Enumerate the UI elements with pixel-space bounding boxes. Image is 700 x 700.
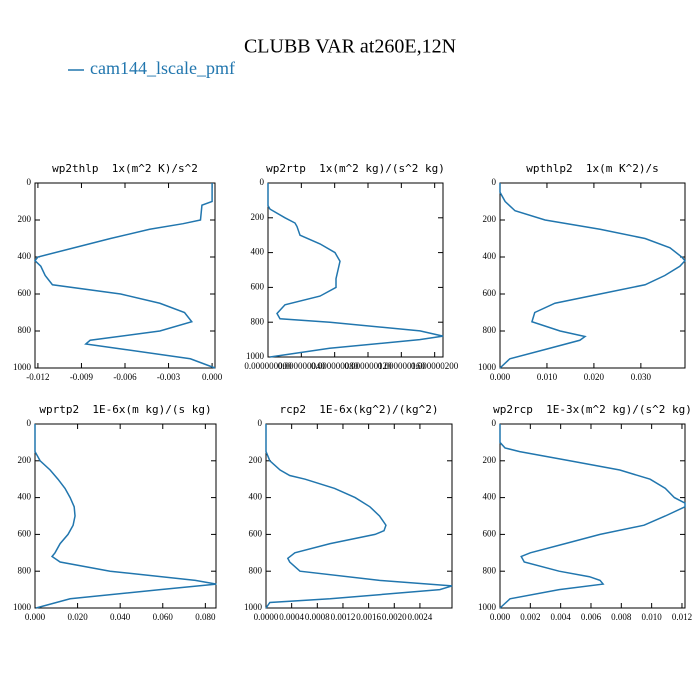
- x-tick-label: 0.0000: [254, 612, 279, 622]
- legend-label: cam144_lscale_pmf: [90, 58, 235, 78]
- y-tick-label: 1000: [13, 602, 32, 612]
- x-tick-label: 0.000: [202, 372, 223, 382]
- panel-title: wp2thlp 1x(m^2 K)/s^2: [52, 162, 198, 175]
- y-tick-label: 400: [18, 251, 32, 261]
- y-tick-label: 200: [249, 455, 263, 465]
- y-tick-label: 400: [483, 492, 497, 502]
- x-tick-label: -0.006: [113, 372, 137, 382]
- x-tick-label: 0.0008: [305, 612, 330, 622]
- y-tick-label: 400: [251, 247, 265, 257]
- x-tick-label: 0.010: [642, 612, 663, 622]
- panel-title: wp2rtp 1x(m^2 kg)/(s^2 kg): [266, 162, 445, 175]
- y-tick-label: 800: [483, 565, 497, 575]
- plot-frame: [267, 182, 444, 358]
- y-tick-label: 200: [483, 214, 497, 224]
- y-tick-label: 200: [483, 455, 497, 465]
- y-tick-label: 0: [258, 418, 263, 428]
- page-title: CLUBB VAR at260E,12N: [244, 36, 456, 58]
- x-tick-label: 0.080: [195, 612, 216, 622]
- x-tick-label: 0.0004: [279, 612, 304, 622]
- y-tick-label: 0: [27, 177, 32, 187]
- x-tick-label: 0.000: [490, 372, 511, 382]
- x-tick-label: 0.000000040: [278, 361, 326, 371]
- plot-frame: [499, 423, 686, 609]
- y-tick-label: 400: [249, 492, 263, 502]
- y-tick-label: 800: [18, 325, 32, 335]
- x-tick-label: 0.020: [67, 612, 88, 622]
- x-tick-label: 0.0016: [356, 612, 381, 622]
- y-tick-label: 0: [492, 177, 497, 187]
- x-tick-label: 0.0012: [331, 612, 356, 622]
- x-tick-label: 0.004: [551, 612, 572, 622]
- x-tick-label: 0.000000200: [411, 361, 459, 371]
- profile-line: [267, 183, 444, 358]
- y-tick-label: 400: [483, 251, 497, 261]
- profile-line: [33, 183, 216, 369]
- y-tick-label: 600: [483, 288, 497, 298]
- profile-line: [265, 424, 453, 609]
- x-tick-label: -0.012: [26, 372, 49, 382]
- x-tick-label: 0.000: [25, 612, 46, 622]
- plot-frame: [265, 423, 453, 609]
- panel-title: wprtp2 1E-6x(m kg)/(s kg): [39, 403, 211, 416]
- y-tick-label: 200: [18, 455, 32, 465]
- x-tick-label: 0.006: [581, 612, 602, 622]
- x-tick-label: 0.010: [537, 372, 558, 382]
- x-tick-label: 0.012: [672, 612, 692, 622]
- x-tick-label: 0.0020: [382, 612, 407, 622]
- x-tick-label: 0.000000120: [344, 361, 392, 371]
- y-tick-label: 200: [18, 214, 32, 224]
- y-tick-label: 800: [483, 325, 497, 335]
- x-tick-label: 0.000000160: [378, 361, 426, 371]
- panel-title: rcp2 1E-6x(kg^2)/(kg^2): [280, 403, 439, 416]
- y-tick-label: 1000: [13, 362, 32, 372]
- x-tick-label: 0.060: [153, 612, 174, 622]
- x-tick-label: 0.030: [631, 372, 652, 382]
- y-tick-label: 600: [18, 528, 32, 538]
- y-tick-label: 600: [251, 281, 265, 291]
- y-tick-label: 1000: [244, 602, 263, 612]
- y-tick-label: 400: [18, 492, 32, 502]
- profile-line: [34, 424, 217, 609]
- y-tick-label: 800: [249, 565, 263, 575]
- x-tick-label: -0.003: [157, 372, 181, 382]
- y-tick-label: 200: [251, 212, 265, 222]
- plot-frame: [34, 423, 217, 609]
- x-tick-label: 0.002: [520, 612, 540, 622]
- y-tick-label: 0: [260, 177, 265, 187]
- profile-line: [499, 424, 686, 609]
- profile-line: [499, 183, 687, 369]
- x-tick-label: 0.000000000: [244, 361, 292, 371]
- x-tick-label: 0.008: [611, 612, 632, 622]
- x-tick-label: 0.0024: [408, 612, 433, 622]
- panel-title: wpthlp2 1x(m K^2)/s: [526, 162, 658, 175]
- x-tick-label: -0.009: [70, 372, 94, 382]
- x-tick-label: 0.040: [110, 612, 131, 622]
- y-tick-label: 0: [492, 418, 497, 428]
- y-tick-label: 600: [249, 528, 263, 538]
- x-tick-label: 0.000000080: [311, 361, 359, 371]
- panel-title: wp2rcp 1E-3x(m^2 kg)/(s^2 kg): [493, 403, 692, 416]
- y-tick-label: 1000: [478, 362, 497, 372]
- y-tick-label: 1000: [478, 602, 497, 612]
- y-tick-label: 600: [483, 528, 497, 538]
- x-tick-label: 0.000: [490, 612, 511, 622]
- y-tick-label: 800: [18, 565, 32, 575]
- y-tick-label: 0: [27, 418, 32, 428]
- x-tick-label: 0.020: [584, 372, 605, 382]
- plot-frame: [499, 182, 686, 369]
- y-tick-label: 600: [18, 288, 32, 298]
- y-tick-label: 800: [251, 316, 265, 326]
- y-tick-label: 1000: [246, 351, 265, 361]
